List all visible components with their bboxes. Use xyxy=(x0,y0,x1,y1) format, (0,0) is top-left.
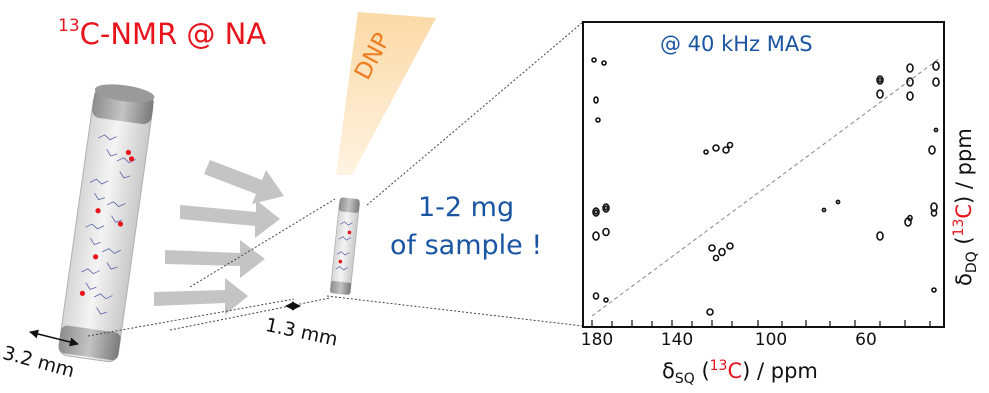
dnp-beam xyxy=(336,12,436,175)
title-text: C-NMR @ NA xyxy=(79,17,267,51)
x-axis-ticks xyxy=(591,320,931,327)
figure-title: 13C-NMR @ NA xyxy=(58,16,266,51)
y-axis-label: δDQ (13C) / ppm xyxy=(951,128,981,286)
zoom-guides xyxy=(87,21,584,337)
transfer-arrows xyxy=(154,160,284,315)
spectrum-diagonal xyxy=(591,57,941,317)
large-rotor xyxy=(58,84,155,363)
small-rotor xyxy=(329,197,360,295)
x-tick-100: 100 xyxy=(754,330,788,350)
x-tick-140: 140 xyxy=(660,330,694,350)
x-tick-180: 180 xyxy=(580,330,614,350)
large-diameter-arrow xyxy=(29,329,79,347)
sample-note-line1: 1-2 mg xyxy=(418,192,515,223)
spectrum-frame xyxy=(582,21,945,328)
mas-condition: @ 40 kHz MAS xyxy=(660,32,813,56)
x-axis-label: δSQ (13C) / ppm xyxy=(662,358,818,388)
sample-note-line2: of sample ! xyxy=(390,230,543,261)
spectrum-peaks xyxy=(591,57,940,316)
x-tick-60: 60 xyxy=(855,330,877,350)
title-isotope-mass: 13 xyxy=(58,16,80,36)
